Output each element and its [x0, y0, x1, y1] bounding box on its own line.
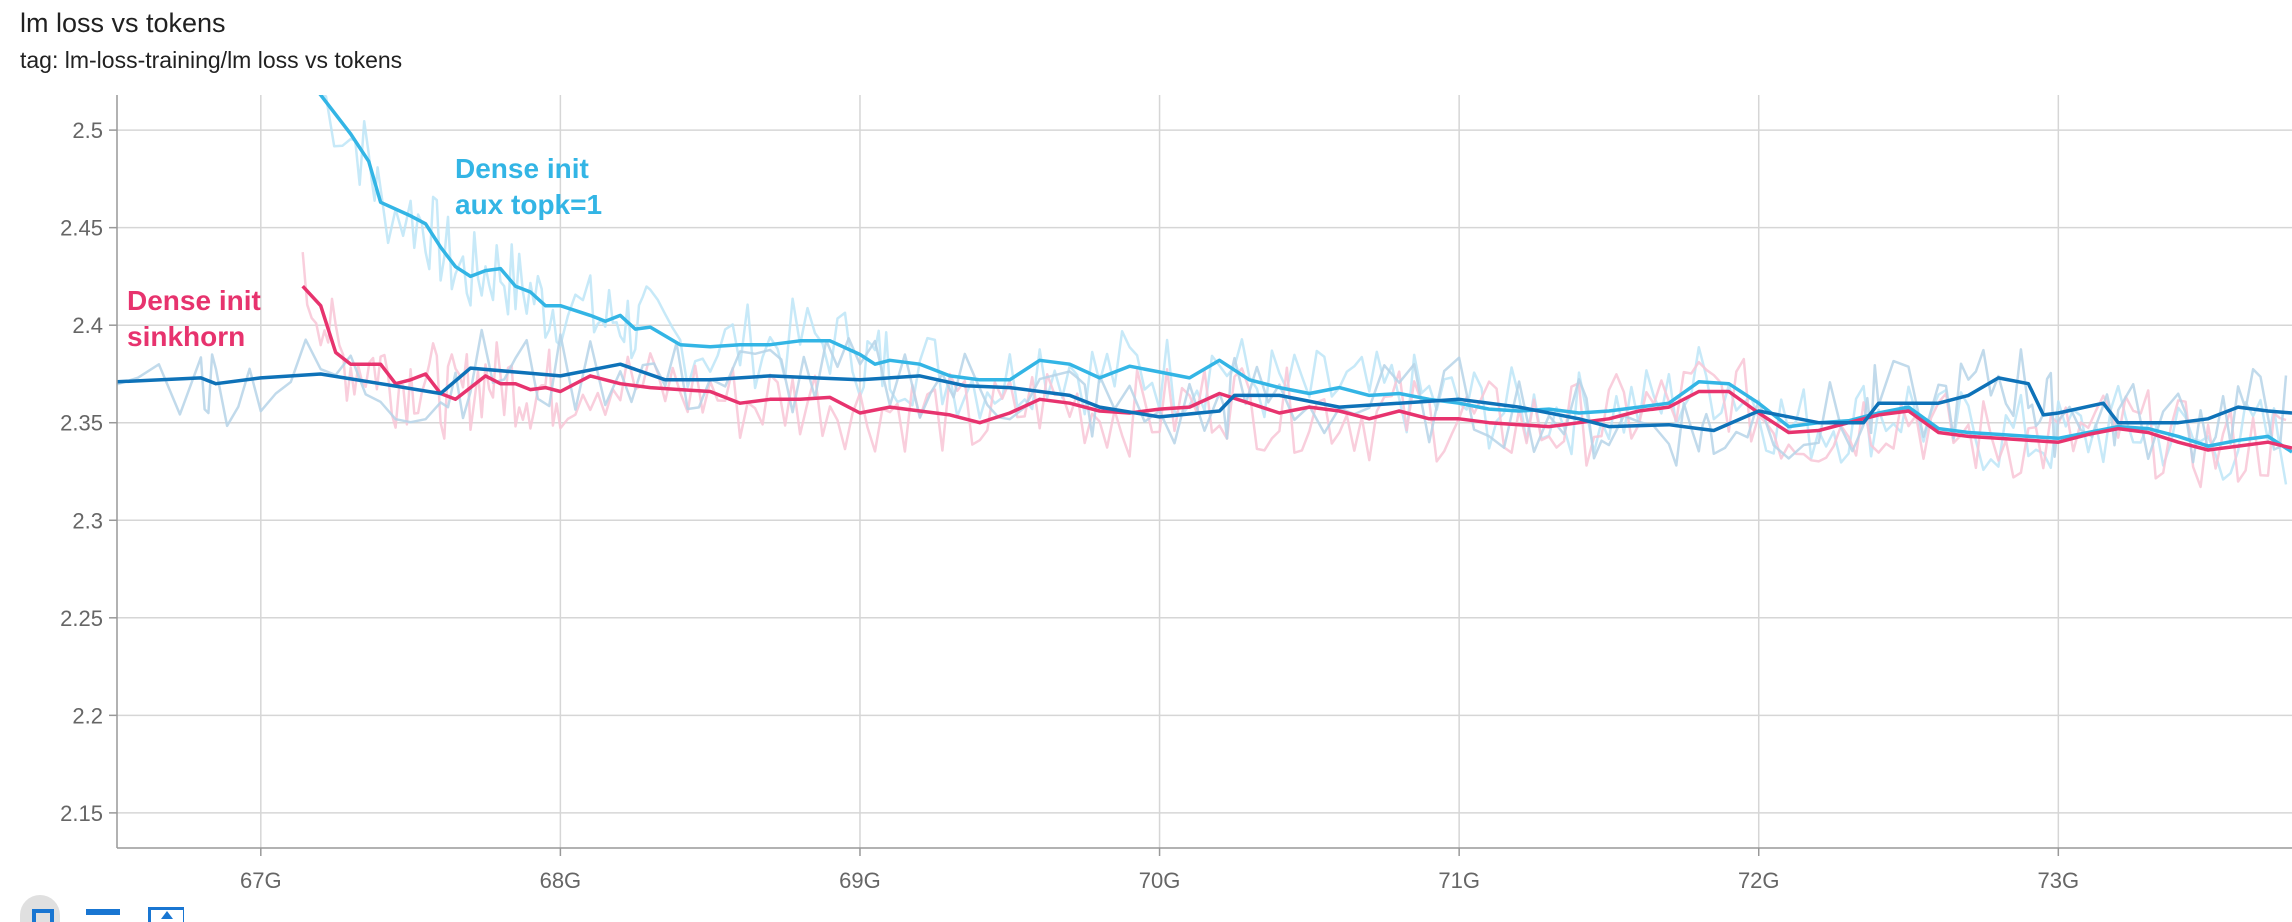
- series-line-baseline[interactable]: [117, 362, 2292, 433]
- chart-header: lm loss vs tokens tag: lm-loss-training/…: [20, 6, 402, 76]
- y-tick-label: 2.3: [72, 508, 103, 533]
- x-tick-label: 73G: [2038, 868, 2080, 893]
- chart-toolbar: [20, 895, 184, 922]
- y-tick-label: 2.4: [72, 313, 103, 338]
- y-tick-label: 2.5: [72, 118, 103, 143]
- y-tick-label: 2.2: [72, 703, 103, 728]
- series-line-aux[interactable]: [318, 91, 2292, 454]
- y-tick-label: 2.15: [60, 801, 103, 826]
- x-tick-label: 71G: [1438, 868, 1480, 893]
- y-tick-label: 2.25: [60, 606, 103, 631]
- x-tick-label: 68G: [540, 868, 582, 893]
- chart-title: lm loss vs tokens: [20, 8, 226, 38]
- raw-series-lines: [117, 95, 2288, 489]
- series-label-sinkhorn: Dense init sinkhorn: [127, 285, 261, 352]
- axes: 2.15 2.2 2.25 2.3 2.35 2.4 2.45 2.5 67G 68G 69G 70G…: [60, 95, 2292, 893]
- x-tick-label: 67G: [240, 868, 282, 893]
- y-tick-label: 2.45: [60, 216, 103, 241]
- raw-line-sinkhorn: [301, 251, 2287, 489]
- toggle-log-button[interactable]: [82, 895, 122, 922]
- series-line-sinkhorn[interactable]: [301, 285, 2292, 452]
- x-tick-label: 70G: [1139, 868, 1181, 893]
- chart-subtitle: tag: lm-loss-training/lm loss vs tokens: [20, 47, 403, 73]
- series-lines: [117, 91, 2292, 454]
- series-label-aux: Dense init aux topk=1: [455, 153, 602, 220]
- download-button[interactable]: [144, 895, 184, 922]
- fit-domain-button[interactable]: [20, 895, 60, 922]
- x-tick-label: 72G: [1738, 868, 1780, 893]
- grid: [117, 95, 2292, 848]
- x-tick-label: 69G: [839, 868, 881, 893]
- raw-line-aux: [320, 95, 2288, 485]
- y-tick-label: 2.35: [60, 411, 103, 436]
- raw-line-baseline: [117, 328, 2288, 467]
- series-annotations: Dense init aux topk=1 Dense init sinkhorn: [127, 153, 602, 352]
